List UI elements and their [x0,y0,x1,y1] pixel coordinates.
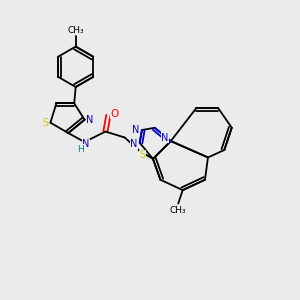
Text: CH₃: CH₃ [68,26,84,35]
Text: S: S [42,118,48,128]
Text: N: N [86,115,94,125]
Text: N: N [161,133,169,142]
Text: O: O [111,109,119,119]
Text: H: H [77,145,83,154]
Text: N: N [82,140,90,149]
Text: S: S [140,150,146,161]
Text: CH₃: CH₃ [170,206,187,214]
Text: N: N [132,125,139,135]
Text: N: N [130,139,137,149]
